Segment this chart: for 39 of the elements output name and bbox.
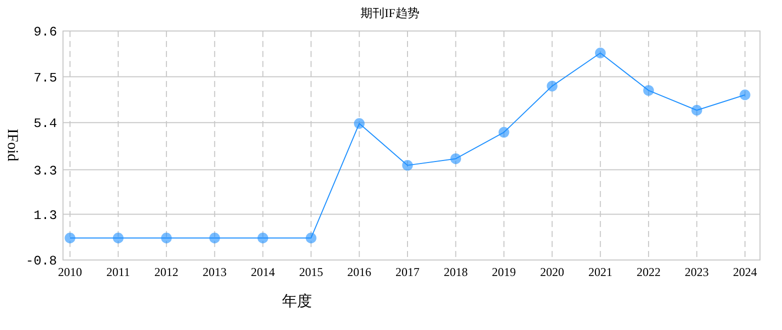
point [643, 85, 654, 96]
x-tick-label: 2016 [347, 265, 372, 279]
x-tick-label: 2010 [58, 265, 82, 279]
x-axis-title: 年度 [282, 293, 312, 310]
y-tick-label: 7.5 [34, 70, 57, 86]
y-tick-label: 5.4 [34, 116, 58, 132]
y-tick-label: 1.3 [34, 208, 57, 223]
point [112, 232, 124, 244]
point [546, 80, 558, 92]
x-tick-label: 2022 [636, 265, 661, 279]
x-tick-label: 2015 [299, 265, 324, 279]
chart-title: 期刊IF趋势 [360, 6, 420, 20]
point [306, 232, 316, 244]
x-tick-label: 2011 [106, 265, 130, 279]
point [450, 153, 462, 164]
x-tick-label: 2014 [250, 265, 275, 279]
point [161, 232, 172, 244]
point [209, 232, 220, 244]
y-tick-label: 3.3 [34, 163, 57, 178]
point [740, 90, 750, 100]
x-tick-label: 2013 [202, 265, 227, 279]
x-tick-label: 2017 [396, 265, 420, 279]
x-tick-label: 2018 [444, 265, 468, 279]
point [595, 48, 606, 58]
x-tick-label: 2012 [154, 265, 178, 279]
x-tick-label: 2024 [733, 265, 757, 279]
point [498, 126, 510, 138]
point [64, 232, 76, 244]
x-tick-label: 2021 [588, 265, 612, 279]
y-tick-label: 9.6 [34, 24, 57, 40]
y-tick-label: -0.8 [26, 254, 57, 269]
point [258, 232, 268, 244]
x-tick-label: 2023 [684, 265, 709, 279]
y-axis-title: IFoid [4, 128, 20, 162]
x-tick-label: 2019 [492, 265, 516, 279]
x-tick-label: 2020 [540, 265, 564, 279]
point [402, 160, 413, 171]
point [354, 118, 365, 129]
point [691, 104, 702, 116]
